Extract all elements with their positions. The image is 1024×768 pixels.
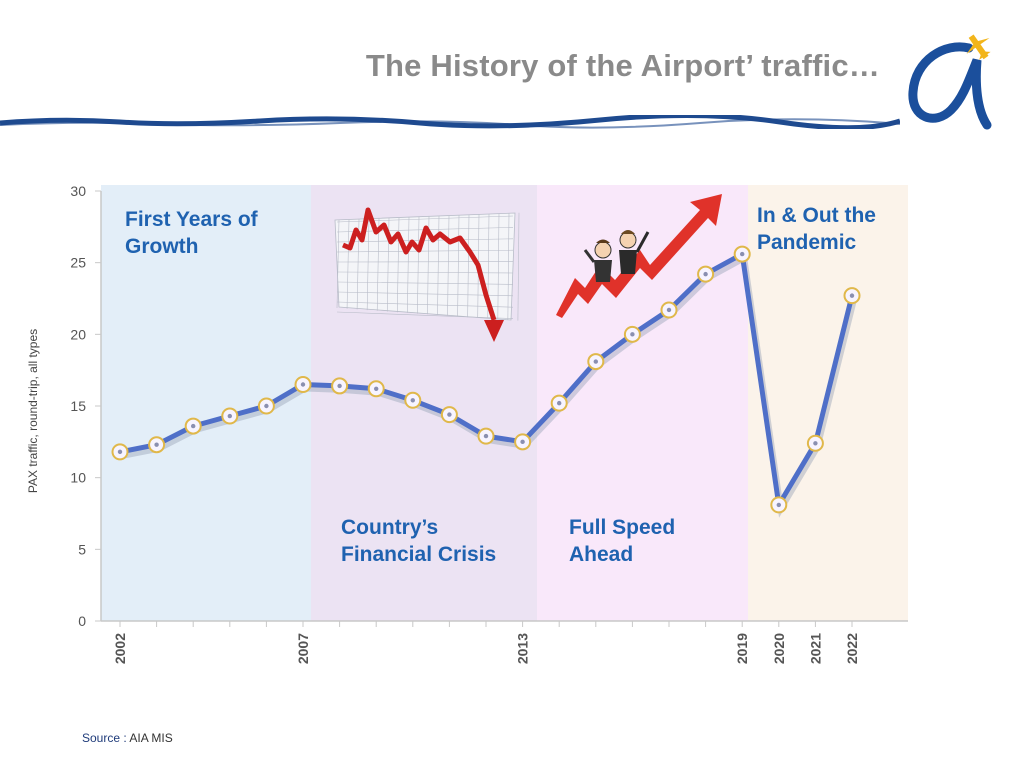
data-point-center: [593, 359, 598, 364]
data-point-center: [557, 400, 562, 406]
phase-label-line1: Full Speed: [569, 516, 675, 539]
x-tick-label: 2013: [515, 633, 531, 664]
x-axis-ticks: 2002 2007 2013 2019 2020 2021 2022: [112, 633, 860, 664]
header-divider: [0, 115, 900, 129]
data-point-center: [154, 442, 159, 447]
data-point-center: [227, 413, 232, 419]
phase-labels: First Years of Growth Country’s Financial C…: [125, 204, 876, 566]
source-label: Source :: [82, 731, 127, 745]
data-point-center: [740, 251, 745, 257]
y-tick-label: 30: [70, 183, 86, 199]
data-point-center: [813, 441, 818, 446]
data-points: [111, 245, 861, 514]
data-point-center: [337, 383, 342, 389]
grid-line: [336, 219, 340, 309]
y-tick-label: 5: [78, 541, 86, 557]
x-tick-label: 2019: [734, 633, 750, 664]
grid-line: [336, 238, 514, 243]
alpha-airplane-logo-icon: [908, 34, 992, 130]
grid-line: [517, 212, 520, 321]
grid-line: [336, 271, 514, 274]
data-point-center: [666, 307, 672, 313]
x-tick-label: 2022: [844, 633, 860, 664]
y-tick-label: 10: [70, 470, 86, 486]
x-tick-label: 2020: [771, 633, 787, 664]
grid-line: [346, 219, 350, 309]
grid-line: [336, 249, 514, 253]
phase-label-line2: Growth: [125, 235, 199, 258]
data-point-center: [264, 403, 269, 409]
data-point-center: [191, 423, 196, 429]
x-tick-label: 2021: [807, 633, 823, 664]
page-title: The History of the Airport’ traffic…: [365, 48, 880, 83]
phase-label-line1: First Years of: [125, 208, 259, 231]
grid-line: [366, 218, 370, 311]
rising-arrow-illustration: [556, 194, 722, 318]
grid-line: [467, 214, 470, 318]
grid-line: [507, 213, 510, 320]
x-tick-label: 2007: [295, 633, 311, 664]
y-tick-label: 20: [70, 326, 86, 342]
businessman-icon: [583, 239, 612, 282]
y-tick-label: 0: [78, 613, 86, 629]
falling-graph-illustration: [334, 207, 520, 342]
chart-axes: 0 5 10 15 20 25 30: [70, 183, 908, 629]
grid-line: [457, 215, 460, 317]
data-point-center: [849, 293, 855, 298]
grid-line: [376, 218, 380, 311]
phase-background: [748, 185, 908, 621]
traffic-chart: 0 5 10 15 20 25 30 PAX traffic, round-trip, al…: [26, 183, 908, 664]
data-point-center: [630, 332, 635, 337]
data-point-center: [447, 412, 452, 417]
data-point-center: [117, 449, 123, 455]
data-point-center: [410, 398, 415, 403]
grid-line: [336, 311, 514, 319]
y-tick-label: 15: [70, 398, 86, 414]
source-note: Source : AIA MIS: [82, 731, 173, 745]
phase-label-line1: Country’s: [341, 516, 438, 539]
x-tick-label: 2002: [112, 633, 128, 664]
data-point-center: [703, 271, 708, 277]
grid-line: [497, 213, 500, 320]
source-text: AIA MIS: [129, 731, 173, 745]
data-point-center: [520, 439, 525, 445]
phase-label-line2: Ahead: [569, 543, 633, 566]
phase-label-line1: In & Out the: [757, 204, 876, 227]
grid-line: [336, 301, 514, 308]
data-point-center: [300, 382, 306, 387]
phase-label-line2: Pandemic: [757, 231, 857, 254]
data-point-center: [374, 386, 379, 391]
data-point-center: [483, 433, 489, 439]
grid-line: [417, 216, 420, 314]
grid-line: [407, 217, 410, 313]
phase-label-line2: Financial Crisis: [341, 543, 496, 566]
businessman-icon: [619, 230, 650, 274]
grid-line: [447, 215, 450, 316]
y-tick-label: 25: [70, 255, 86, 271]
data-point-center: [776, 502, 781, 508]
y-axis-label: PAX traffic, round-trip, all types: [26, 329, 40, 493]
